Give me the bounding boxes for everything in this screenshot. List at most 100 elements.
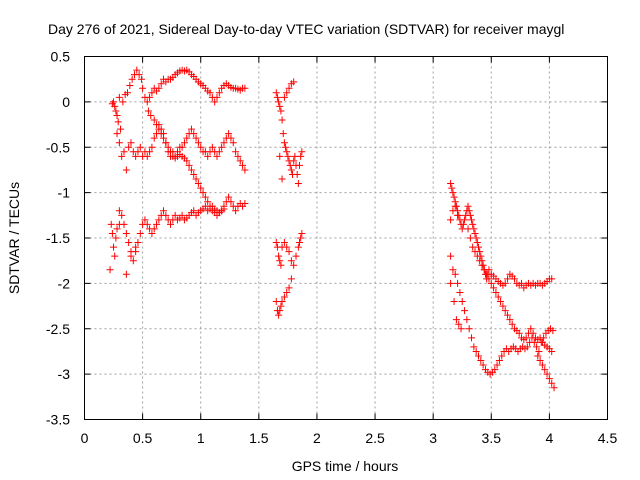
data-point: [167, 220, 175, 228]
data-point: [450, 298, 458, 306]
data-point: [469, 220, 477, 228]
data-point: [127, 252, 135, 260]
data-point: [464, 225, 472, 233]
data-point: [536, 357, 544, 365]
data-point: [147, 111, 155, 119]
data-point: [522, 334, 530, 342]
data-point: [506, 316, 514, 324]
data-point: [290, 261, 298, 269]
data-point: [515, 329, 523, 337]
data-point: [143, 98, 151, 106]
data-point: [472, 347, 480, 355]
data-point: [527, 325, 535, 333]
data-point: [115, 207, 123, 215]
data-points: [106, 66, 558, 392]
data-point: [529, 329, 537, 337]
data-point: [294, 180, 302, 188]
data-point: [190, 130, 198, 138]
data-point: [468, 216, 476, 224]
data-point: [298, 148, 306, 156]
data-point: [111, 252, 119, 260]
data-point: [119, 98, 127, 106]
data-point: [135, 71, 143, 79]
data-point: [187, 125, 195, 133]
data-point: [508, 320, 516, 328]
data-point: [287, 166, 295, 174]
data-point: [126, 82, 134, 90]
data-point: [150, 134, 158, 142]
data-point: [218, 143, 226, 151]
data-point: [455, 320, 463, 328]
data-point: [533, 343, 541, 351]
data-point: [148, 89, 156, 97]
data-point: [117, 125, 125, 133]
x-tick-labels: 0 0.5 1 1.5 2 2.5 3 3.5 4 4.5: [81, 430, 618, 446]
data-point: [229, 139, 237, 147]
data-point: [215, 148, 223, 156]
data-point: [461, 307, 469, 315]
data-point: [150, 225, 158, 233]
data-point: [454, 279, 462, 287]
y-tick-label: -0.5: [46, 139, 70, 155]
data-point: [160, 207, 168, 215]
data-point: [232, 148, 240, 156]
data-point: [108, 229, 116, 237]
data-point: [483, 270, 491, 278]
data-point: [297, 234, 305, 242]
data-point: [143, 220, 151, 228]
data-point: [185, 161, 193, 169]
y-tick-label: -1.5: [46, 230, 70, 246]
data-point: [236, 157, 244, 165]
data-point: [277, 107, 285, 115]
data-point: [190, 170, 198, 178]
data-point: [187, 166, 195, 174]
data-point: [211, 98, 219, 106]
data-point: [277, 302, 285, 310]
data-point: [535, 347, 543, 355]
data-point: [194, 180, 202, 188]
y-tick-labels: 0.5 0 -0.5 -1 -1.5 -2 -2.5 -3 -3.5: [46, 49, 70, 428]
data-point: [463, 316, 471, 324]
y-tick-label: 0.5: [51, 49, 71, 65]
data-point: [280, 93, 288, 101]
data-point: [272, 239, 280, 247]
data-point: [241, 200, 249, 208]
data-point: [296, 239, 304, 247]
data-point: [276, 307, 284, 315]
data-point: [122, 166, 130, 174]
data-point: [178, 143, 186, 151]
data-point: [215, 89, 223, 97]
data-point: [153, 220, 161, 228]
data-point: [276, 152, 284, 160]
data-point: [225, 130, 233, 138]
data-point: [466, 234, 474, 242]
data-point: [192, 175, 200, 183]
data-point: [499, 302, 507, 310]
data-point: [227, 198, 235, 206]
data-point: [283, 148, 291, 156]
data-point: [112, 234, 120, 242]
data-point: [190, 207, 198, 215]
x-tick-label: 4.5: [598, 430, 618, 446]
data-point: [470, 343, 478, 351]
data-point: [199, 189, 207, 197]
data-point: [448, 184, 456, 192]
data-point: [461, 216, 469, 224]
data-point: [473, 252, 481, 260]
data-point: [183, 157, 191, 165]
data-point: [469, 243, 477, 251]
data-point: [296, 161, 304, 169]
data-point: [120, 148, 128, 156]
data-point: [275, 252, 283, 260]
data-point: [511, 275, 519, 283]
data-point: [178, 211, 186, 219]
data-point: [141, 216, 149, 224]
data-point: [536, 334, 544, 342]
data-point: [278, 175, 286, 183]
data-point: [220, 205, 228, 213]
data-point: [280, 239, 288, 247]
data-point: [541, 366, 549, 374]
data-point: [290, 157, 298, 165]
data-point: [227, 134, 235, 142]
data-point: [480, 266, 488, 274]
